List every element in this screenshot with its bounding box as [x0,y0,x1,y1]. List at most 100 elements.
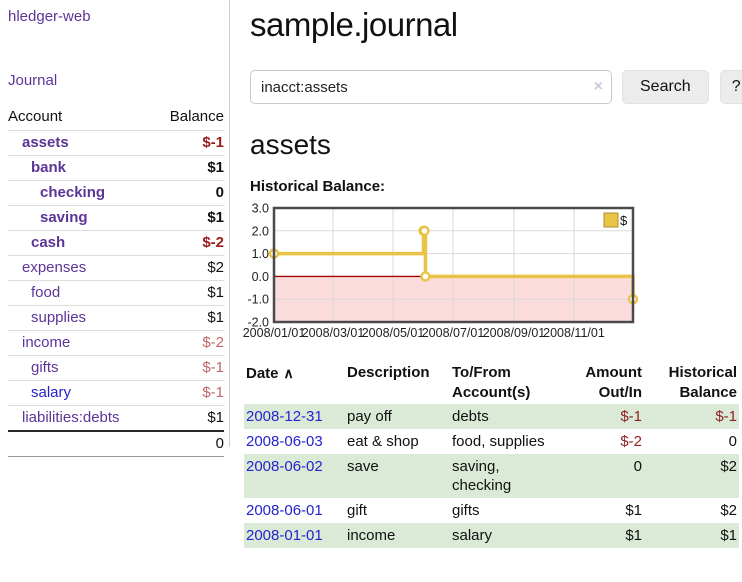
account-link[interactable]: saving [40,209,88,226]
sidebar-item-journal[interactable]: Journal [8,72,58,89]
account-name-cell: income [8,330,154,356]
accounts-header-account: Account [8,108,63,125]
transaction-row: 2008-12-31 pay off debts $-1 $-1 [244,404,739,429]
account-balance: $1 [153,280,224,306]
transaction-amount: 0 [633,458,642,475]
account-name-cell: saving [8,205,154,231]
account-name-cell: supplies [8,305,154,331]
data-point [419,225,430,236]
clear-search-icon[interactable]: × [593,78,603,95]
transaction-date-link[interactable]: 2008-12-31 [246,408,323,425]
transaction-amount: $-1 [620,408,642,425]
register-header-accounts: To/From Account(s) [452,364,531,401]
account-link[interactable]: checking [40,184,106,201]
search-input-wrap: × [250,70,612,104]
accounts-table: Account Balance assets $-1 bank $1 checking 0… [8,108,224,457]
account-row: checking 0 [8,180,224,206]
transaction-balance: $2 [720,502,737,519]
help-button[interactable]: ? [719,70,742,104]
transaction-balance: 0 [728,433,737,450]
transaction-date-link[interactable]: 2008-06-02 [246,458,323,475]
register-header-description: Description [347,364,430,381]
transaction-balance: $-1 [715,408,737,425]
account-row: supplies $1 [8,305,224,331]
account-name-cell: salary [8,380,154,406]
account-name-cell: gifts [8,355,154,381]
account-link[interactable]: expenses [22,259,87,276]
chart-container: $3.0 2.0 1.0 0.0 -1.0 -2.0 2008/01/01 2008/03/0… [240,201,742,346]
transaction-balance: $2 [720,458,737,475]
account-balance: $1 [153,205,224,231]
legend-swatch [603,212,619,228]
account-name-cell: checking [8,180,154,206]
account-link[interactable]: assets [22,134,69,151]
account-link[interactable]: bank [31,159,67,176]
account-balance: $1 [153,305,224,331]
account-balance: $-2 [153,330,224,356]
chart-frame [272,206,635,324]
transaction-amount: $1 [625,502,642,519]
x-tick-label: 2008/05/01 [362,326,425,340]
sort-ascending-icon: ∧ [283,365,294,381]
transaction-row: 2008-06-03 eat & shop food, supplies $-2 0 [244,429,739,454]
account-row: assets $-1 [8,130,224,156]
transaction-date-cell: 2008-12-31 [244,404,345,429]
transaction-accounts: gifts [452,502,480,519]
page-title: sample.journal [250,6,458,43]
account-balance: $-1 [153,380,224,406]
search-input[interactable] [250,70,612,104]
x-tick-label: 2008/07/01 [422,326,485,340]
account-link[interactable]: income [22,334,71,351]
account-name-cell: cash [8,230,154,256]
transaction-date-link[interactable]: 2008-06-01 [246,502,323,519]
account-row: expenses $2 [8,255,224,281]
transaction-date-cell: 2008-06-03 [244,429,345,454]
register-header-balance: Historical Balance [668,364,737,401]
register-header-date[interactable]: Date ∧ [246,365,294,382]
accounts-header-row: Account Balance [8,108,224,131]
account-row: bank $1 [8,155,224,181]
transaction-date-link[interactable]: 2008-01-01 [246,527,323,544]
transaction-description: save [347,458,379,475]
transaction-date-cell: 2008-06-01 [244,498,345,523]
accounts-header-balance: Balance [169,108,224,125]
transaction-amount: $-2 [620,433,642,450]
account-row: liabilities:debts $1 [8,405,224,431]
account-row: income $-2 [8,330,224,356]
app-brand-link[interactable]: hledger-web [8,8,91,25]
accounts-total-row: 0 [8,430,224,457]
transaction-description: pay off [347,408,392,425]
account-name-cell: liabilities:debts [8,405,154,431]
account-name-cell: bank [8,155,154,181]
account-link[interactable]: food [31,284,61,301]
transaction-accounts: debts [452,408,489,425]
account-link[interactable]: liabilities:debts [22,409,120,426]
transaction-date-cell: 2008-06-02 [244,454,345,498]
transaction-date-link[interactable]: 2008-06-03 [246,433,323,450]
legend-label: $ [620,213,628,228]
account-link[interactable]: salary [31,384,72,401]
x-tick-label: 2008/01/01 [243,326,306,340]
account-name-cell: assets [8,130,154,156]
transaction-row: 2008-06-01 gift gifts $1 $2 [244,498,739,523]
register-table: Date ∧ Description To/From Account(s) Amo… [244,362,739,548]
account-balance: $1 [153,155,224,181]
account-link[interactable]: gifts [31,359,59,376]
transaction-date-cell: 2008-01-01 [244,523,345,548]
x-tick-label: 2008/11/01 [543,326,605,340]
account-row: gifts $-1 [8,355,224,381]
account-link[interactable]: supplies [31,309,87,326]
transaction-accounts: salary [452,527,493,544]
account-balance: $-2 [153,230,224,256]
y-tick-label: 2.0 [252,224,269,238]
historical-balance-chart: $3.0 2.0 1.0 0.0 -1.0 -2.02008/01/012008/03/0… [243,202,639,340]
search-button[interactable]: Search [622,70,709,104]
account-heading: assets [250,129,331,160]
main-content: sample.journal × Search ? assets Histori… [243,0,742,548]
account-balance: $1 [153,405,224,431]
account-row: cash $-2 [8,230,224,256]
account-link[interactable]: cash [31,234,66,251]
x-tick-label: 2008/09/01 [483,326,546,340]
data-point [420,271,431,282]
y-tick-label: -1.0 [247,293,269,307]
